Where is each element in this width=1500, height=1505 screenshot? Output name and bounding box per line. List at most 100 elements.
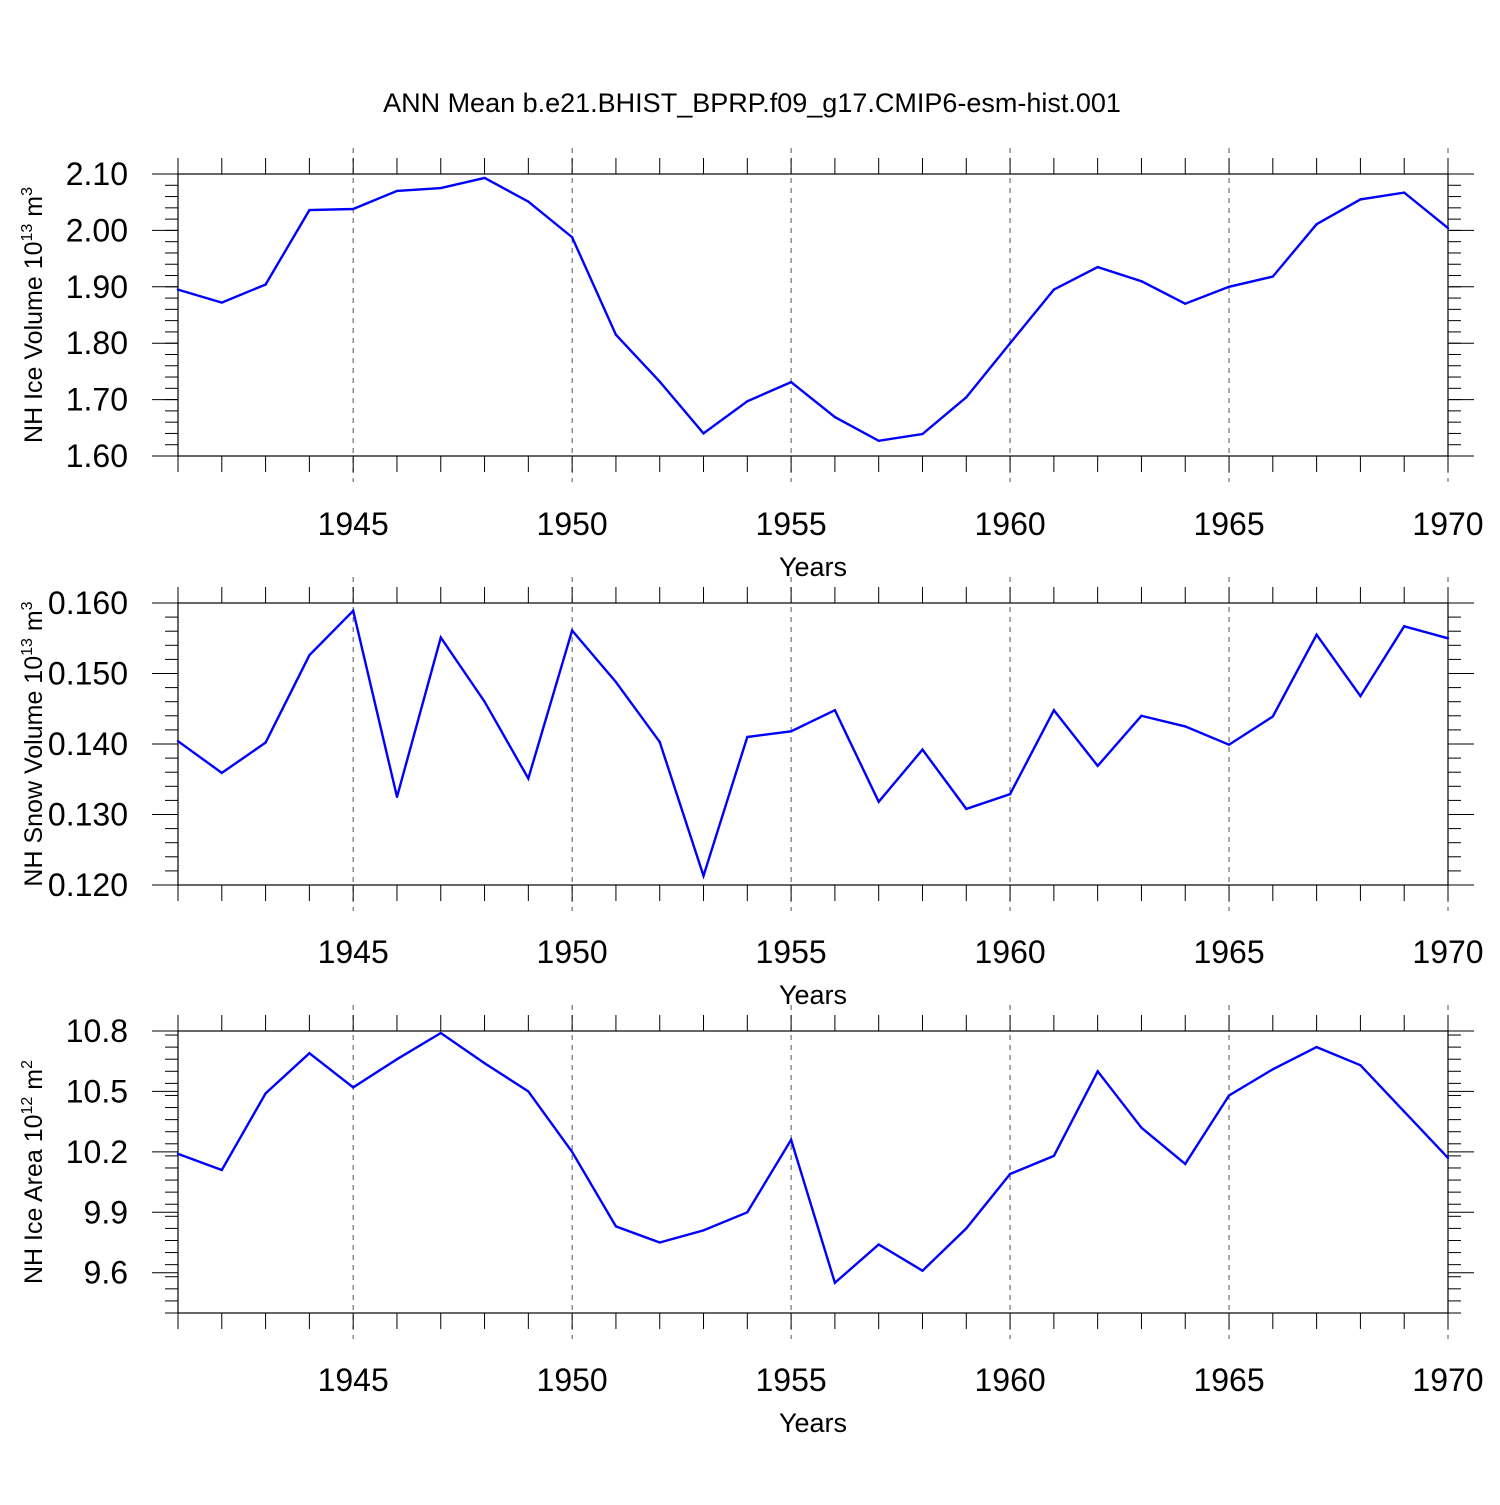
data-point [614, 680, 618, 684]
data-point [877, 439, 880, 442]
x-tick-label: 1945 [318, 1362, 389, 1398]
data-point [1008, 1172, 1012, 1176]
data-point [527, 777, 530, 780]
data-point [308, 653, 311, 657]
plot-frame [177, 173, 1449, 457]
data-point [1403, 625, 1406, 628]
data-point [1052, 288, 1056, 291]
data-point [1140, 1126, 1143, 1129]
data-point [395, 189, 399, 193]
data-point [746, 735, 749, 739]
x-tick-label: 1955 [756, 934, 827, 970]
y-axis-title: NH Snow Volume 1013 m3 [19, 601, 48, 886]
data-point [1184, 302, 1187, 305]
panels-group: 1.60 1.70 1.80 1.90 2.00 2.10 1945 1950 1955 1960… [19, 148, 1484, 1438]
y-tick-label: 9.6 [84, 1255, 128, 1291]
data-point [1315, 1045, 1318, 1049]
data-point [877, 1243, 880, 1246]
x-tick-label: 1955 [756, 1362, 827, 1398]
x-tick-label: 1960 [974, 506, 1045, 542]
plot-frame [177, 1030, 1449, 1314]
data-point [395, 1058, 399, 1061]
data-point [702, 432, 705, 435]
data-point [921, 432, 924, 436]
data-point [1184, 1162, 1187, 1166]
data-point [1140, 279, 1143, 283]
y-tick-label: 1.70 [66, 382, 128, 418]
series-line [177, 608, 1449, 880]
data-point [1184, 725, 1187, 728]
data-point [1096, 265, 1099, 269]
data-point [570, 629, 574, 632]
data-point [308, 1051, 311, 1055]
y-tick-label: 2.10 [66, 156, 128, 192]
x-tick-label: 1965 [1193, 506, 1264, 542]
y-tick-label: 1.90 [66, 269, 128, 305]
data-point [351, 207, 355, 211]
data-point [789, 380, 793, 384]
data-point [176, 288, 180, 291]
y-tick-label: 1.60 [66, 438, 128, 474]
y-tick-label: 0.120 [48, 867, 128, 903]
y-tick-label: 0.140 [48, 726, 128, 762]
data-point [1446, 1156, 1450, 1160]
data-point [483, 1062, 486, 1065]
data-point [483, 700, 486, 703]
y-tick-label: 10.8 [66, 1013, 128, 1049]
data-point [570, 1150, 574, 1154]
data-point [483, 176, 486, 180]
data-point [965, 807, 968, 811]
data-point [220, 301, 223, 304]
y-tick-label: 0.130 [48, 797, 128, 833]
y-tick-label: 0.160 [48, 585, 128, 621]
series-line [177, 1031, 1449, 1285]
data-point [1315, 633, 1318, 636]
data-point [833, 1281, 837, 1284]
data-point [1271, 275, 1275, 278]
y-tick-label: 10.5 [66, 1073, 128, 1109]
data-point [1315, 222, 1318, 226]
data-point [527, 200, 530, 203]
x-axis-title: Years [779, 552, 847, 582]
data-point [702, 874, 705, 878]
y-tick-label: 0.150 [48, 656, 128, 692]
x-axis-title: Years [779, 980, 847, 1010]
data-point [1359, 198, 1362, 201]
data-point [439, 636, 442, 639]
plot-frame [177, 602, 1449, 886]
data-point [614, 1225, 618, 1228]
data-point [176, 739, 180, 743]
x-tick-label: 1950 [537, 506, 608, 542]
data-point [439, 1031, 442, 1035]
x-tick-label: 1960 [974, 934, 1045, 970]
data-point [176, 1152, 180, 1156]
data-point [1096, 1070, 1099, 1073]
x-axis-title: Years [779, 1408, 847, 1438]
data-point [702, 1229, 705, 1232]
data-point [789, 730, 793, 733]
data-point [1052, 1154, 1056, 1158]
x-tick-label: 1970 [1412, 934, 1483, 970]
data-point [921, 748, 924, 751]
data-point [527, 1090, 530, 1093]
x-tick-label: 1965 [1193, 934, 1264, 970]
data-point [921, 1269, 924, 1272]
y-tick-label: 2.00 [66, 212, 128, 248]
data-point [1359, 694, 1362, 698]
y-tick-label: 9.9 [84, 1194, 128, 1230]
data-point [1271, 715, 1275, 718]
data-point [789, 1138, 793, 1141]
data-point [614, 333, 618, 336]
data-point [264, 283, 267, 286]
x-tick-label: 1945 [318, 506, 389, 542]
data-point [570, 235, 574, 239]
x-tick-label: 1970 [1412, 1362, 1483, 1398]
panel-3: 9.6 9.9 10.2 10.5 10.8 1945 1950 1955 1960 1965 19… [19, 1005, 1484, 1438]
data-point [1446, 637, 1450, 640]
data-point [746, 1211, 749, 1214]
data-point [1403, 1110, 1406, 1113]
data-point [1052, 708, 1056, 712]
data-point [1096, 764, 1099, 768]
x-tick-label: 1970 [1412, 506, 1483, 542]
